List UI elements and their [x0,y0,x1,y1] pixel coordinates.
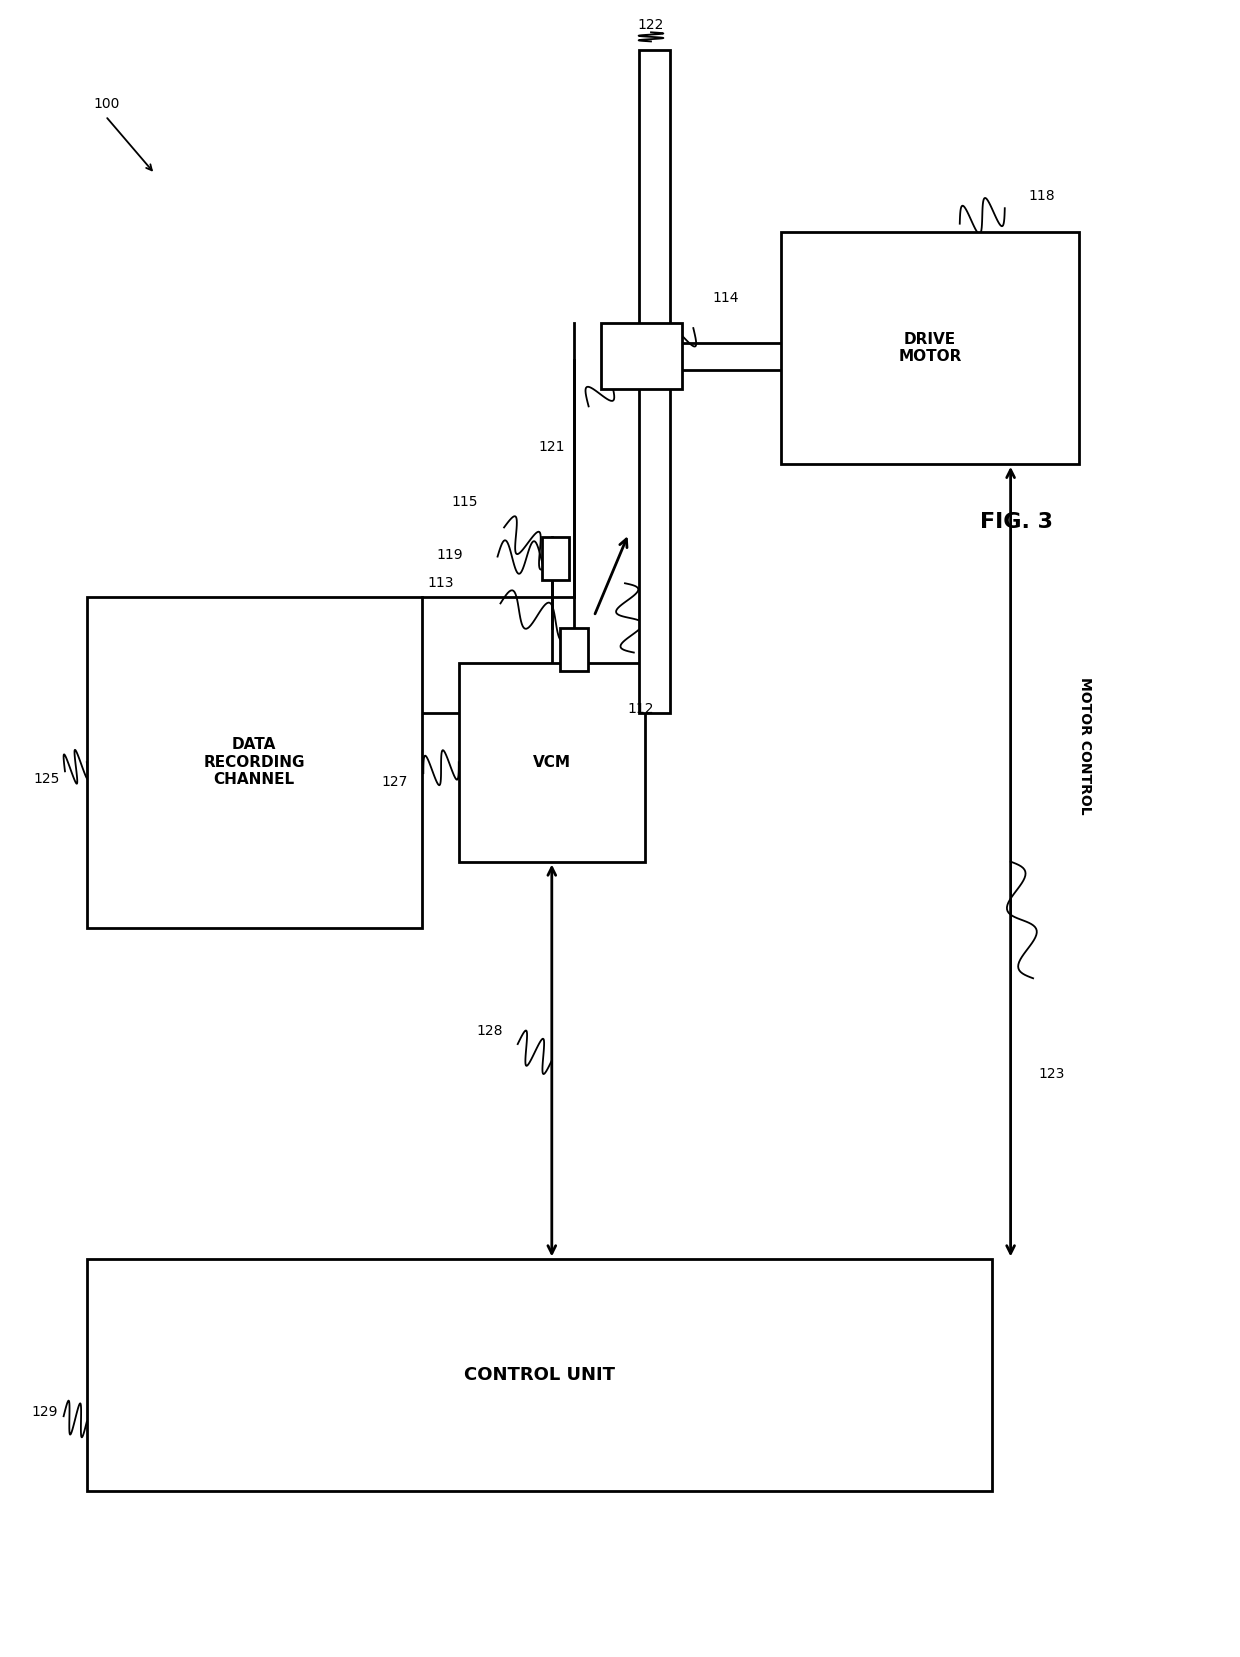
Text: 123: 123 [1038,1067,1065,1080]
FancyBboxPatch shape [639,50,670,713]
FancyBboxPatch shape [601,323,682,389]
Text: 113: 113 [427,577,454,590]
FancyBboxPatch shape [459,663,645,862]
Text: 119: 119 [436,548,464,562]
FancyBboxPatch shape [542,537,569,580]
Text: DRIVE
MOTOR: DRIVE MOTOR [898,331,962,365]
Text: FIG. 3: FIG. 3 [981,512,1053,532]
Text: 127: 127 [381,775,408,789]
Text: 129: 129 [31,1405,58,1418]
Text: 114: 114 [712,292,739,305]
Text: VCM: VCM [533,754,570,771]
Text: MOTOR CONTROL: MOTOR CONTROL [1078,676,1092,815]
FancyBboxPatch shape [87,597,422,928]
Text: 100: 100 [93,96,119,111]
FancyBboxPatch shape [87,1259,992,1491]
Text: 112: 112 [627,703,655,716]
Text: CONTROL UNIT: CONTROL UNIT [464,1367,615,1384]
Text: DATA
RECORDING
CHANNEL: DATA RECORDING CHANNEL [203,737,305,787]
FancyBboxPatch shape [560,628,588,671]
Text: 115: 115 [451,495,479,509]
Text: 118: 118 [1028,189,1055,202]
Text: 128: 128 [476,1024,503,1037]
Text: 125: 125 [33,772,61,785]
Text: 121: 121 [538,441,565,454]
FancyBboxPatch shape [781,232,1079,464]
Text: 122: 122 [637,18,665,31]
